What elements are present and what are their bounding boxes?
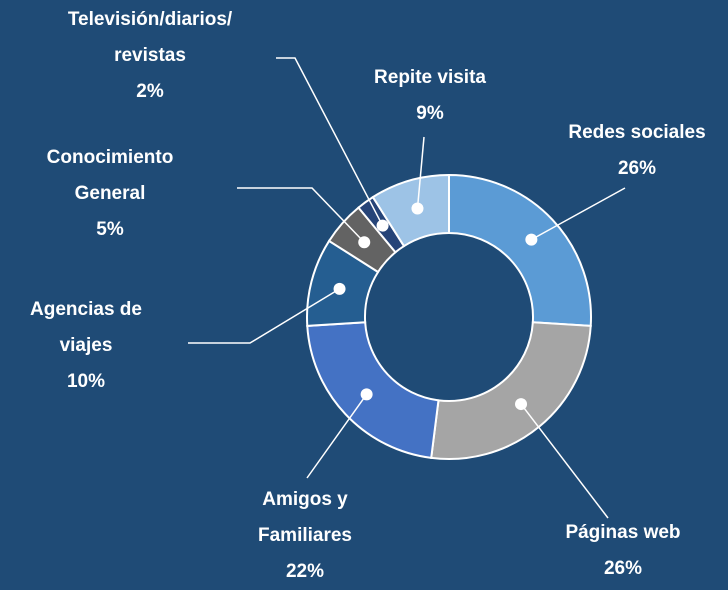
leader-line bbox=[531, 187, 626, 241]
category-label: Páginas web bbox=[565, 522, 681, 543]
leader-dot bbox=[376, 219, 389, 232]
data-label: Redes sociales 26% bbox=[487, 115, 728, 187]
donut-slice bbox=[448, 173, 592, 327]
category-label: Televisión/diarios/ revistas bbox=[67, 9, 233, 66]
leader-line bbox=[306, 393, 368, 479]
leader-dot bbox=[515, 398, 528, 411]
data-label: Conocimiento General 5% bbox=[0, 140, 260, 248]
value-label: 26% bbox=[603, 558, 643, 579]
value-label: 22% bbox=[285, 561, 325, 582]
category-label: Amigos y Familiares bbox=[258, 489, 352, 546]
value-label: 9% bbox=[416, 103, 444, 124]
leader-line bbox=[188, 288, 340, 344]
leader-line bbox=[276, 57, 384, 226]
leader-dot bbox=[411, 202, 424, 215]
donut-slice bbox=[430, 321, 592, 460]
data-label: Amigos y Familiares 22% bbox=[155, 482, 455, 590]
data-label: Agencias de viajes 10% bbox=[0, 292, 236, 400]
leader-line bbox=[237, 187, 365, 243]
leader-dot bbox=[360, 388, 373, 401]
category-label: Conocimiento General bbox=[46, 147, 174, 204]
category-label: Redes sociales bbox=[568, 122, 706, 143]
data-label: Páginas web 26% bbox=[473, 515, 728, 587]
category-label: Agencias de viajes bbox=[30, 299, 142, 356]
value-label: 10% bbox=[66, 371, 106, 392]
value-label: 2% bbox=[136, 81, 164, 102]
leader-line bbox=[416, 136, 425, 209]
leader-dot bbox=[525, 233, 538, 246]
category-label: Repite visita bbox=[374, 67, 486, 88]
donut-slice bbox=[306, 321, 440, 459]
value-label: 5% bbox=[96, 219, 124, 240]
data-label: Televisión/diarios/ revistas 2% bbox=[0, 2, 300, 110]
donut-slice bbox=[371, 173, 450, 248]
data-label: Repite visita 9% bbox=[280, 60, 580, 132]
leader-dot bbox=[333, 282, 346, 295]
leader-line bbox=[520, 403, 609, 519]
leader-dot bbox=[358, 236, 371, 249]
value-label: 26% bbox=[617, 158, 657, 179]
